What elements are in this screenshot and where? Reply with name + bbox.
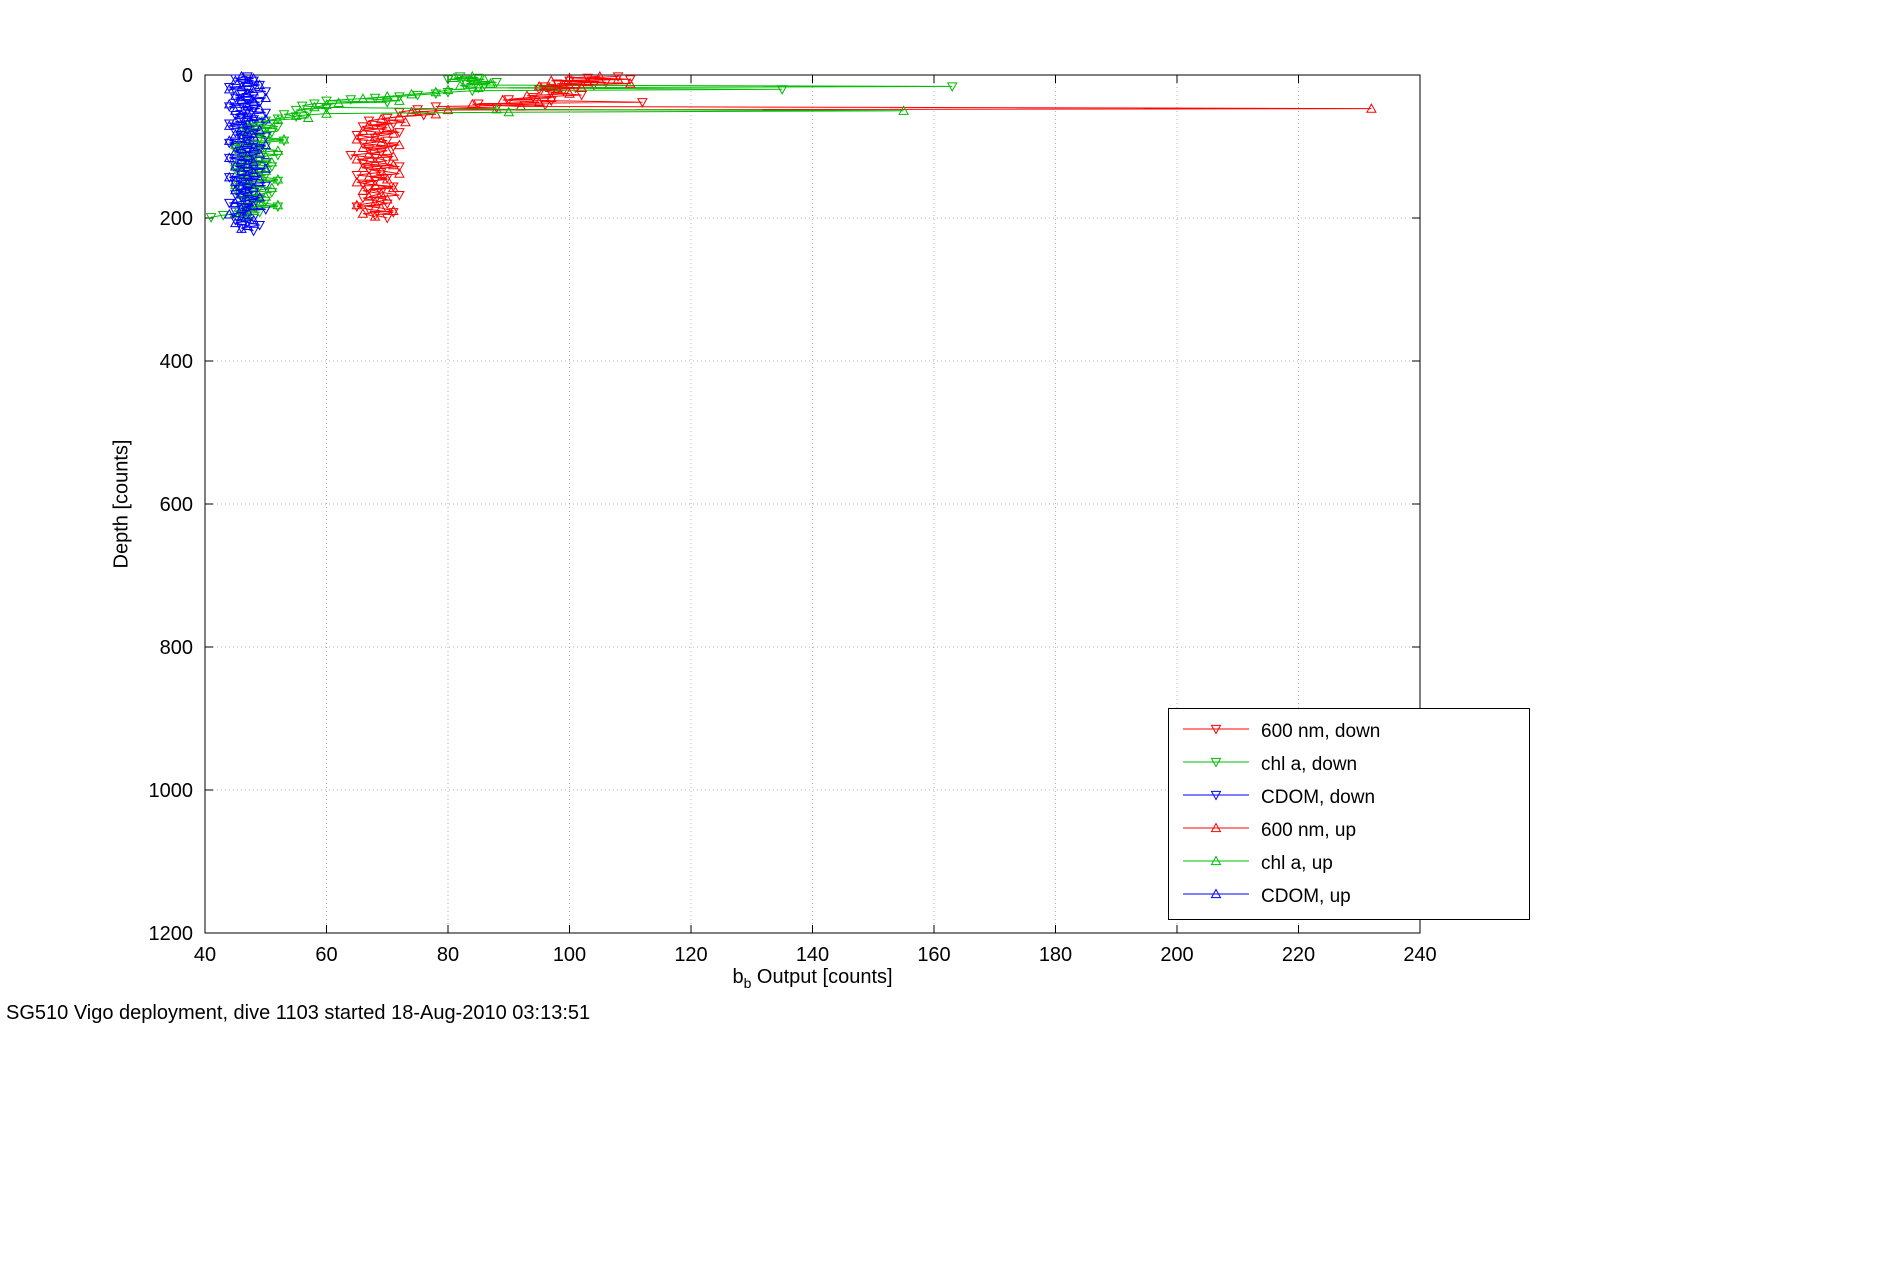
x-tick-label: 240 bbox=[1403, 944, 1436, 966]
triangle-down-marker-icon bbox=[1183, 757, 1249, 768]
x-axis-label: bb Output [counts] bbox=[205, 966, 1420, 991]
legend-label: chl a, up bbox=[1261, 852, 1333, 874]
triangle-down-marker-icon bbox=[1183, 724, 1249, 735]
legend-item: CDOM, up bbox=[1169, 882, 1529, 912]
series-line-600-nm-down bbox=[350, 75, 643, 219]
series-line-cdom-up bbox=[229, 75, 266, 230]
legend: 600 nm, down chl a, down CDOM, down 600 nm,… bbox=[1168, 708, 1530, 920]
series-markers-600-nm-up bbox=[351, 70, 1377, 221]
x-tick-label: 120 bbox=[674, 944, 707, 966]
x-axis-label-sub: b bbox=[743, 975, 752, 991]
y-tick-label: 400 bbox=[160, 351, 193, 373]
legend-line-sample bbox=[1183, 788, 1249, 807]
legend-label: chl a, down bbox=[1261, 753, 1358, 775]
x-axis-label-post: Output [counts] bbox=[751, 966, 893, 988]
x-tick-label: 80 bbox=[437, 944, 459, 966]
triangle-up-marker-icon bbox=[1183, 822, 1249, 833]
legend-line-sample bbox=[1183, 854, 1249, 873]
legend-label: CDOM, down bbox=[1261, 786, 1376, 808]
x-tick-label: 160 bbox=[917, 944, 950, 966]
legend-item: chl a, up bbox=[1169, 849, 1529, 879]
y-tick-label: 600 bbox=[160, 494, 193, 516]
x-tick-label: 220 bbox=[1282, 944, 1315, 966]
x-tick-label: 60 bbox=[315, 944, 337, 966]
series-markers-chl-a-down bbox=[205, 72, 958, 223]
series-line-600-nm-up bbox=[356, 75, 1372, 218]
triangle-up-marker-icon bbox=[1183, 855, 1249, 866]
y-tick-label: 200 bbox=[160, 208, 193, 230]
series-markers-cdom-up bbox=[223, 70, 272, 233]
y-tick-label: 1200 bbox=[149, 923, 194, 945]
legend-item: CDOM, down bbox=[1169, 783, 1529, 813]
legend-item: 600 nm, down bbox=[1169, 717, 1529, 747]
triangle-down-marker-icon bbox=[1183, 790, 1249, 801]
x-tick-label: 100 bbox=[553, 944, 586, 966]
series-markers-600-nm-down bbox=[345, 72, 648, 224]
legend-line-sample bbox=[1183, 821, 1249, 840]
y-tick-label: 0 bbox=[182, 65, 193, 87]
x-tick-label: 200 bbox=[1160, 944, 1193, 966]
triangle-up-marker-icon bbox=[1183, 888, 1249, 899]
y-tick-label: 800 bbox=[160, 637, 193, 659]
legend-item: chl a, down bbox=[1169, 750, 1529, 780]
x-axis-label-pre: b bbox=[732, 966, 744, 988]
x-tick-label: 180 bbox=[1039, 944, 1072, 966]
legend-label: 600 nm, down bbox=[1261, 720, 1381, 742]
legend-label: 600 nm, up bbox=[1261, 819, 1357, 841]
legend-line-sample bbox=[1183, 755, 1249, 774]
legend-item: 600 nm, up bbox=[1169, 816, 1529, 846]
legend-line-sample bbox=[1183, 722, 1249, 741]
figure-caption: SG510 Vigo deployment, dive 1103 started… bbox=[6, 1002, 591, 1024]
y-axis-label: Depth [counts] bbox=[110, 439, 133, 569]
y-tick-label: 1000 bbox=[149, 780, 194, 802]
x-tick-label: 140 bbox=[796, 944, 829, 966]
legend-label: CDOM, up bbox=[1261, 885, 1351, 907]
x-tick-label: 40 bbox=[194, 944, 216, 966]
legend-line-sample bbox=[1183, 887, 1249, 906]
